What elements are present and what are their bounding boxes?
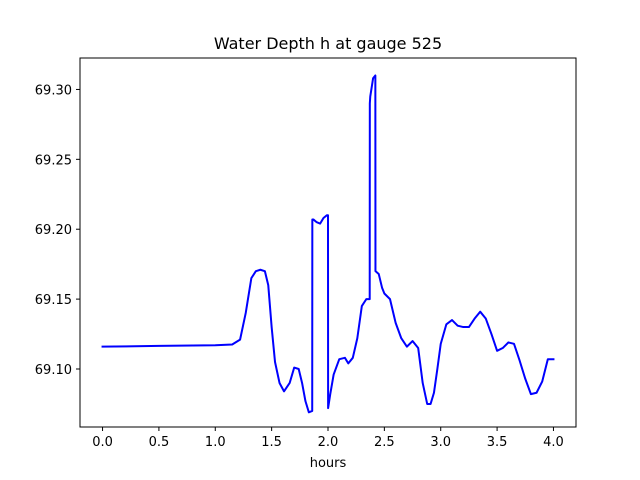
water-depth-line (101, 74, 555, 414)
x-tick-label: 2.0 (318, 435, 339, 450)
x-tick-label: 3.0 (430, 435, 451, 450)
y-tick-label: 69.25 (35, 153, 72, 168)
chart-title: Water Depth h at gauge 525 (214, 34, 442, 53)
y-tick-label: 69.20 (35, 223, 72, 238)
x-tick-label: 0.5 (149, 435, 170, 450)
y-tick-label: 69.10 (35, 363, 72, 378)
x-tick-label: 2.5 (374, 435, 395, 450)
x-tick-label: 0.0 (92, 435, 113, 450)
x-tick-label: 1.0 (205, 435, 226, 450)
plot-frame (79, 57, 577, 428)
x-tick-label: 3.5 (487, 435, 508, 450)
x-tick-label: 1.5 (261, 435, 282, 450)
x-axis-label: hours (310, 456, 347, 471)
y-tick-label: 69.15 (35, 293, 72, 308)
x-tick-label: 4.0 (543, 435, 564, 450)
y-tick-label: 69.30 (35, 83, 72, 98)
axis-ticks: 0.0 0.5 1.0 1.5 2.0 2.5 3.0 3.5 4.0 69.10 69.15 69.… (35, 83, 564, 450)
